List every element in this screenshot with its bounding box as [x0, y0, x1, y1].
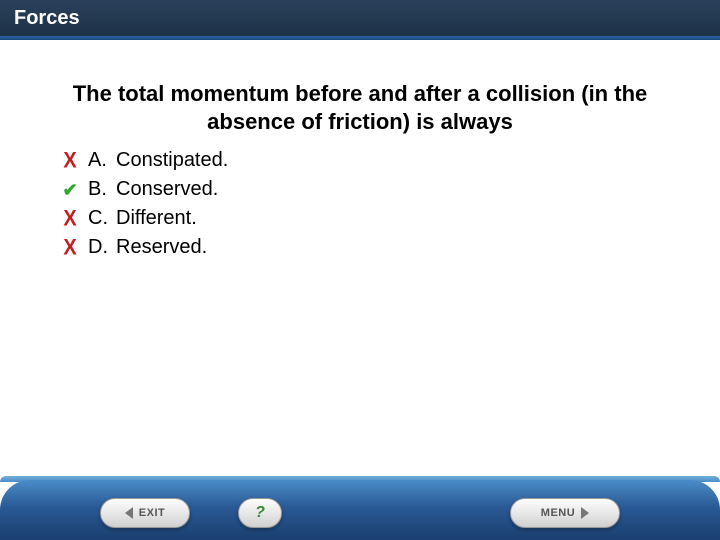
exit-label: EXIT	[139, 507, 165, 519]
header-bar: Forces	[0, 0, 720, 36]
menu-label: MENU	[541, 507, 575, 519]
answer-letter: C.	[88, 207, 116, 230]
help-button[interactable]: ?	[238, 498, 282, 528]
help-icon: ?	[255, 504, 265, 522]
content-area: The total momentum before and after a co…	[0, 70, 720, 265]
incorrect-mark-icon: X	[60, 209, 80, 229]
footer-bar: EXIT ? MENU	[0, 480, 720, 540]
header-underline	[0, 36, 720, 40]
answer-row: X A. Constipated.	[60, 149, 660, 172]
answer-row: X C. Different.	[60, 207, 660, 230]
page-title: Forces	[14, 7, 80, 30]
incorrect-mark-icon: X	[60, 238, 80, 258]
answer-text: Conserved.	[116, 178, 218, 201]
back-arrow-icon	[125, 507, 133, 519]
answer-row: ✔ B. Conserved.	[60, 178, 660, 201]
forward-arrow-icon	[581, 507, 589, 519]
answer-letter: D.	[88, 236, 116, 259]
correct-mark-icon: ✔	[60, 180, 80, 200]
incorrect-mark-icon: X	[60, 151, 80, 171]
answer-text: Reserved.	[116, 236, 207, 259]
exit-button[interactable]: EXIT	[100, 498, 190, 528]
answer-text: Different.	[116, 207, 197, 230]
answer-letter: B.	[88, 178, 116, 201]
answer-list: X A. Constipated. ✔ B. Conserved. X C. D…	[60, 149, 660, 259]
question-text: The total momentum before and after a co…	[60, 80, 660, 135]
menu-button[interactable]: MENU	[510, 498, 620, 528]
answer-letter: A.	[88, 149, 116, 172]
answer-text: Constipated.	[116, 149, 228, 172]
answer-row: X D. Reserved.	[60, 236, 660, 259]
